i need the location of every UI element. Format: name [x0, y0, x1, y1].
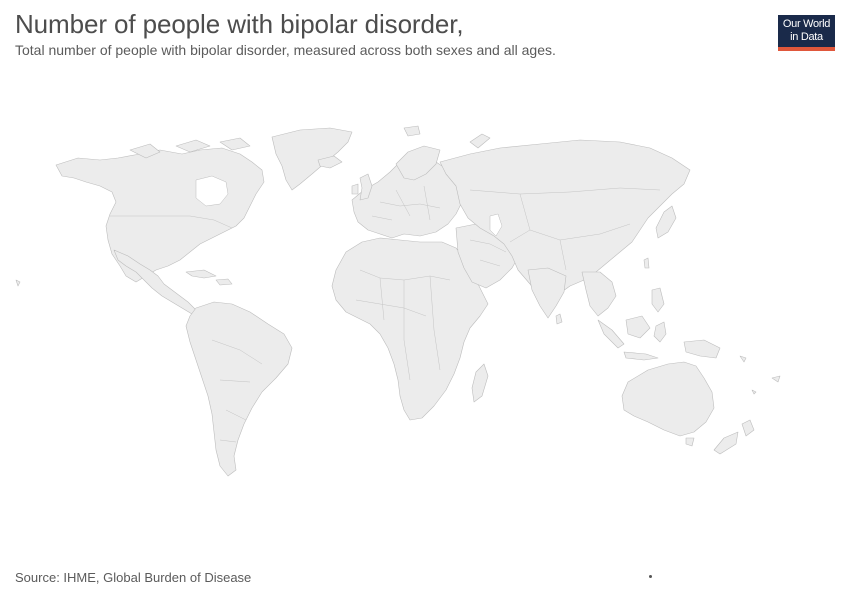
sumatra[interactable]: [597, 319, 625, 349]
south-america[interactable]: [185, 301, 293, 477]
chart-subtitle: Total number of people with bipolar diso…: [15, 42, 556, 58]
world-map-svg[interactable]: [0, 120, 850, 490]
united-kingdom[interactable]: [359, 173, 373, 201]
chart-title: Number of people with bipolar disorder,: [15, 9, 464, 39]
source-note[interactable]: Source: IHME, Global Burden of Disease: [15, 570, 252, 585]
philippines[interactable]: [651, 287, 665, 313]
caspian-sea: [489, 213, 503, 237]
tasmania[interactable]: [685, 437, 695, 447]
novaya-zemlya[interactable]: [469, 133, 491, 149]
australia[interactable]: [621, 361, 715, 437]
world-map[interactable]: [0, 120, 850, 490]
owid-logo[interactable]: Our World in Data: [778, 15, 835, 51]
borneo[interactable]: [625, 315, 651, 339]
pacific-islands[interactable]: [739, 355, 781, 395]
new-zealand-south[interactable]: [713, 431, 739, 455]
new-guinea[interactable]: [683, 339, 721, 359]
java[interactable]: [623, 351, 659, 361]
africa[interactable]: [331, 237, 489, 421]
india[interactable]: [527, 267, 567, 319]
timeline-dot[interactable]: [649, 575, 652, 578]
hawaii[interactable]: [15, 279, 21, 287]
logo-line-1: Our World: [782, 18, 831, 30]
sulawesi[interactable]: [653, 321, 667, 343]
svalbard[interactable]: [403, 125, 421, 137]
hispaniola[interactable]: [215, 278, 233, 286]
taiwan[interactable]: [643, 257, 650, 269]
new-zealand-north[interactable]: [741, 419, 755, 437]
logo-line-2: in Data: [790, 31, 823, 43]
scandinavia[interactable]: [395, 145, 441, 181]
hudson-bay: [195, 175, 229, 207]
japan[interactable]: [655, 205, 677, 239]
arctic-islands[interactable]: [129, 137, 251, 159]
greenland[interactable]: [271, 127, 353, 191]
ireland[interactable]: [351, 183, 359, 195]
sri-lanka[interactable]: [555, 313, 563, 325]
north-america[interactable]: [55, 147, 265, 283]
southeast-asia[interactable]: [581, 271, 617, 317]
asia[interactable]: [439, 139, 691, 309]
cuba[interactable]: [185, 269, 217, 279]
madagascar[interactable]: [471, 363, 489, 403]
iceland[interactable]: [317, 155, 343, 169]
